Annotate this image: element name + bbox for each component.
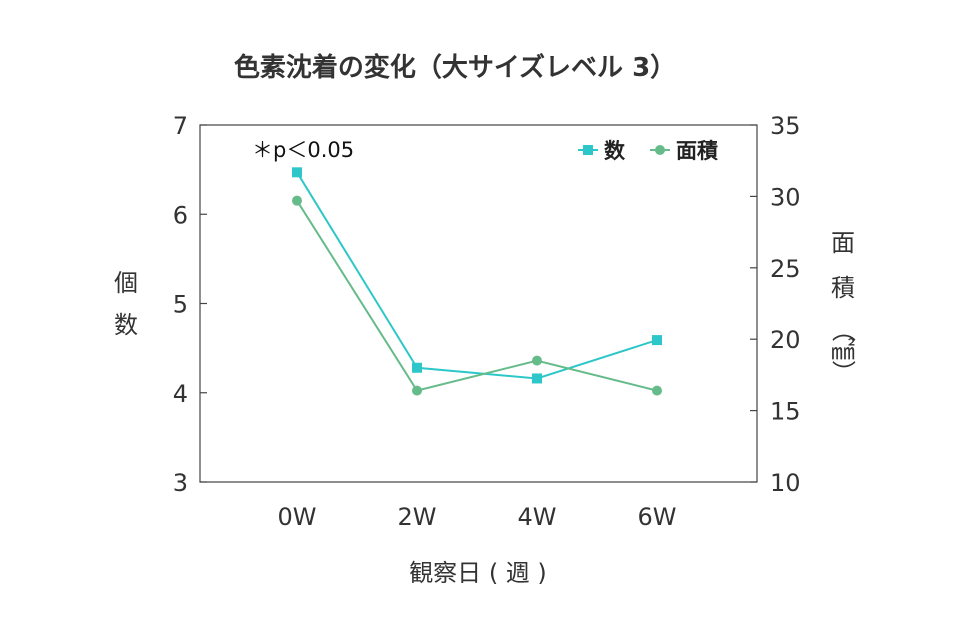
right-tick-label: 35 [770,112,801,140]
data-point [412,362,422,373]
plot-area [199,124,758,483]
chart-title: 色素沈着の変化（大サイズレベル 3） [234,52,676,83]
left-axis-label-char: 数 [114,311,138,339]
legend-label: 数 [604,139,626,163]
data-point [532,373,542,384]
data-point [292,195,302,206]
legend-marker [583,145,593,155]
left-axis-label: 個数 [114,269,138,339]
x-tick-label: 6W [638,503,677,531]
x-tick-label: 2W [398,503,437,531]
right-tick-label: 20 [770,326,801,354]
data-point [652,335,662,346]
x-tick-label: 0W [278,503,317,531]
left-tick-label: 6 [173,201,188,229]
data-point [292,167,302,178]
x-axis-ticks: 0W 2W 4W 6W [278,503,677,531]
right-tick-label: 25 [770,255,801,283]
left-tick-label: 7 [173,112,188,140]
right-axis-label-char: 面 [831,229,855,257]
right-tick-label: 15 [770,398,801,426]
left-tick-label: 5 [173,291,188,319]
right-axis-ticks: 10 15 20 25 30 35 [750,112,801,497]
legend-label: 面積 [676,139,719,163]
legend: 数 面積 [578,139,719,163]
left-tick-label: 3 [173,469,188,497]
legend-marker [655,145,665,155]
data-point [412,385,422,396]
left-axis-ticks: 3 4 5 6 7 [173,112,207,497]
right-tick-label: 10 [770,469,801,497]
x-tick-label: 4W [518,503,557,531]
series-layer [292,167,662,396]
right-axis-label-char: （ [829,318,857,342]
right-axis-label-char: ㎟ [831,337,855,365]
right-axis-label: 面積 （㎟） [829,229,857,384]
right-axis-label-char: ） [829,360,857,384]
left-tick-label: 4 [173,380,188,408]
significance-note: ＊p＜0.05 [252,138,354,162]
data-point [532,355,542,366]
series-line [296,171,658,380]
left-axis-label-char: 個 [114,269,138,297]
data-point [652,385,662,396]
x-axis-label: 観察日 ( 週 ) [409,559,547,587]
right-axis-label-char: 積 [831,274,855,302]
right-tick-label: 30 [770,183,801,211]
series-line [296,200,658,392]
